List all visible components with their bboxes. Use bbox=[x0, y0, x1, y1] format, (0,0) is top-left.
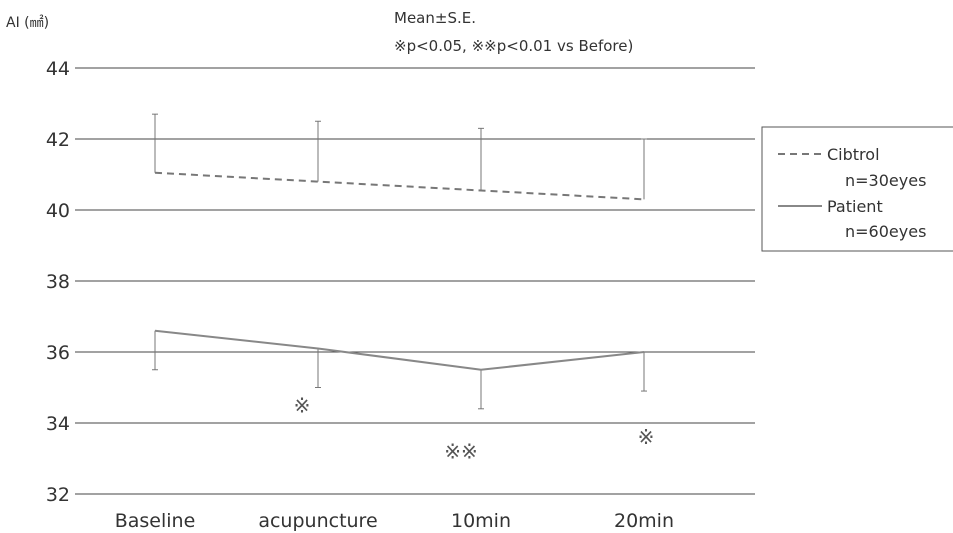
legend: Cibtrol n=30eyes Patient n=60eyes bbox=[761, 126, 953, 252]
x-tick-label: acupuncture bbox=[258, 510, 377, 532]
series-lines bbox=[154, 171, 645, 371]
x-tick-labels: Baseline acupuncture 10min 20min bbox=[115, 510, 674, 532]
annotation-significance: ※p<0.05, ※※p<0.01 vs Before) bbox=[394, 37, 633, 55]
legend-box bbox=[761, 126, 953, 252]
y-tick-labels: 32 34 36 38 40 42 44 bbox=[46, 58, 70, 506]
gridlines bbox=[75, 67, 755, 495]
y-tick-label: 44 bbox=[46, 58, 70, 80]
y-tick-label: 42 bbox=[46, 129, 70, 151]
legend-label-patient: Patient bbox=[827, 197, 883, 216]
y-tick-label: 34 bbox=[46, 413, 70, 435]
significance-marks: ※※※※ bbox=[294, 393, 655, 463]
significance-mark: ※※ bbox=[444, 439, 478, 463]
error-bars bbox=[152, 113, 647, 410]
x-tick-label: Baseline bbox=[115, 510, 196, 532]
series-line-1 bbox=[154, 329, 645, 371]
legend-label-control: Cibtrol bbox=[827, 145, 880, 164]
y-tick-label: 36 bbox=[46, 342, 70, 364]
series-line-0 bbox=[154, 171, 645, 201]
y-tick-label: 40 bbox=[46, 200, 70, 222]
y-tick-label: 32 bbox=[46, 484, 70, 506]
legend-n-patient: n=60eyes bbox=[845, 222, 926, 241]
y-tick-label: 38 bbox=[46, 271, 70, 293]
x-tick-label: 10min bbox=[451, 510, 511, 532]
significance-mark: ※ bbox=[294, 393, 311, 417]
annotation-mean-se: Mean±S.E. bbox=[394, 9, 476, 27]
significance-mark: ※ bbox=[638, 425, 655, 449]
x-tick-label: 20min bbox=[614, 510, 674, 532]
legend-n-control: n=30eyes bbox=[845, 171, 926, 190]
y-axis-label: AI (㎟) bbox=[6, 15, 49, 31]
